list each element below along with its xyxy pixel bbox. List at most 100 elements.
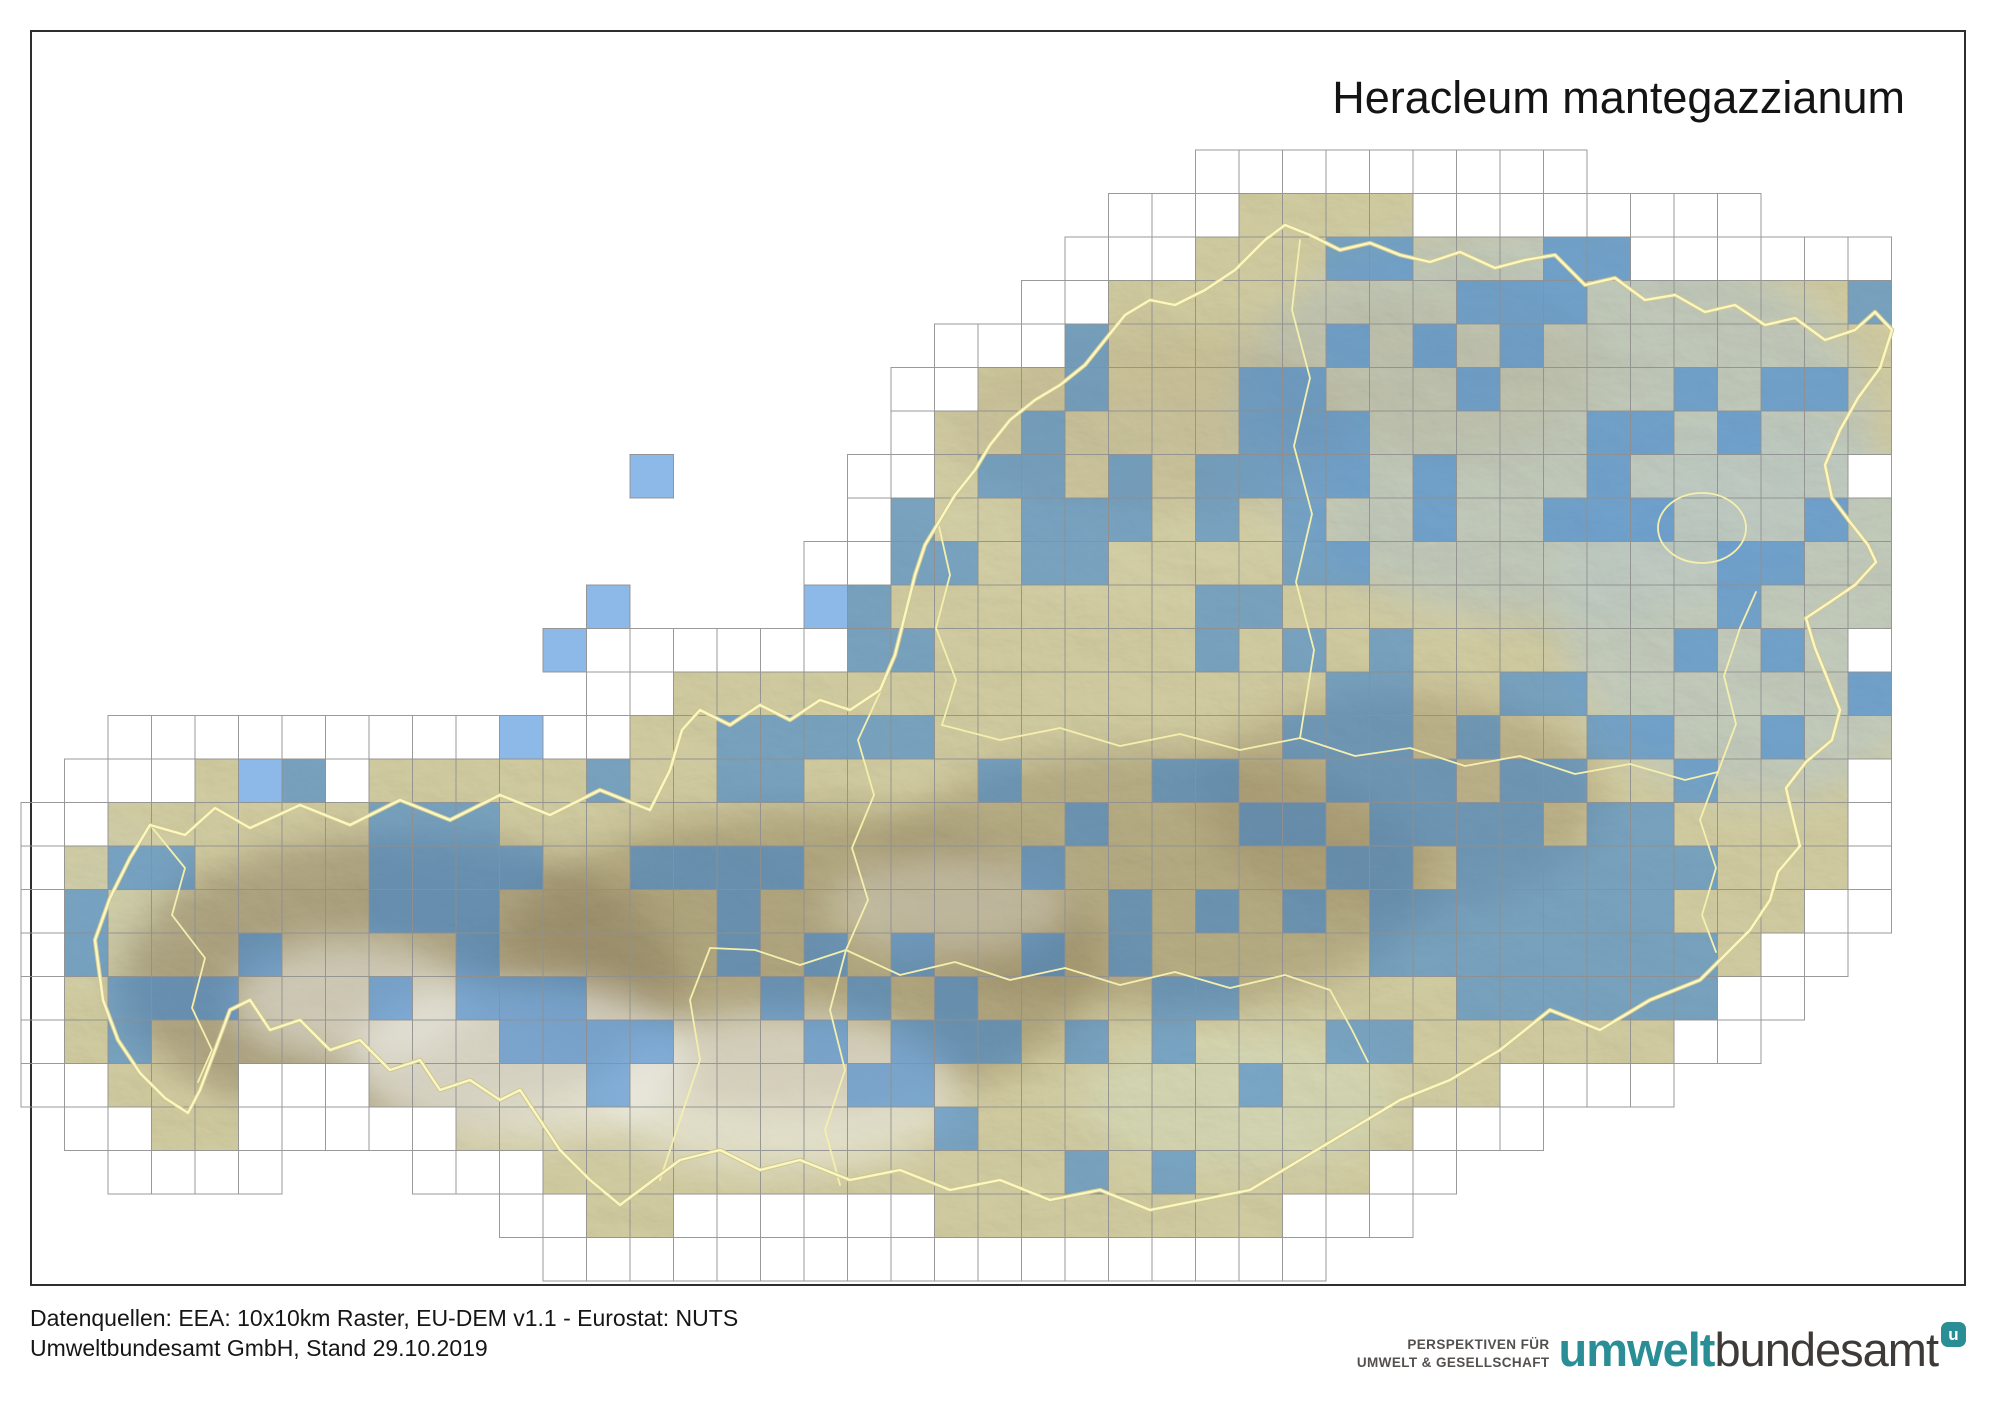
occurrence-cell <box>1195 454 1239 498</box>
occurrence-cell <box>891 498 935 542</box>
occurrence-cell <box>1761 715 1805 759</box>
raster-grid-lines <box>20 149 1892 1282</box>
occurrence-cell <box>1413 889 1457 933</box>
occurrence-cell <box>1804 367 1848 411</box>
occurrence-cell <box>108 976 152 1020</box>
occurrence-cell <box>1500 933 1544 977</box>
occurrence-cell <box>586 585 630 629</box>
caption-line-datasources: Datenquellen: EEA: 10x10km Raster, EU-DE… <box>30 1305 739 1331</box>
occurrence-cell <box>64 933 108 977</box>
occurrence-cell <box>630 1020 674 1064</box>
occurrence-cell <box>499 1020 543 1064</box>
occurrence-cell <box>1674 759 1718 803</box>
occurrence-cell <box>282 759 326 803</box>
occurrence-cell <box>1239 454 1283 498</box>
logo-wordmark: umweltbundesamt <box>1558 1322 1939 1377</box>
occurrence-cell <box>1152 1020 1196 1064</box>
occurrence-cell <box>1500 976 1544 1020</box>
occurrence-cell <box>891 1020 935 1064</box>
logo-tagline-line1: PERSPEKTIVEN FÜR <box>1407 1337 1550 1352</box>
occurrence-cell <box>499 715 543 759</box>
occurrence-cell <box>1195 628 1239 672</box>
occurrence-cell <box>804 715 848 759</box>
occurrence-cell <box>543 976 587 1020</box>
occurrence-cell <box>1630 802 1674 846</box>
occurrence-cell <box>369 976 413 1020</box>
vienna-boundary <box>1657 492 1747 564</box>
caption-line-stand: Umweltbundesamt GmbH, Stand 29.10.2019 <box>30 1335 488 1362</box>
occurrence-cell <box>1456 715 1500 759</box>
occurrence-cell <box>673 846 717 890</box>
occurrence-cell <box>804 585 848 629</box>
occurrence-cell <box>1630 933 1674 977</box>
occurrence-cell <box>1065 1150 1109 1194</box>
occurrence-cell <box>1674 628 1718 672</box>
occurrence-cell <box>1195 889 1239 933</box>
occurrence-cell <box>543 628 587 672</box>
occurrence-cell <box>1413 759 1457 803</box>
occurrence-cell <box>1500 846 1544 890</box>
occurrence-cell <box>1587 237 1631 281</box>
occurrence-cell <box>1456 367 1500 411</box>
occurrence-cell <box>456 889 500 933</box>
occurrence-cell <box>1195 759 1239 803</box>
occurrence-cell <box>1065 802 1109 846</box>
occurrence-cell <box>1674 367 1718 411</box>
occurrence-cell <box>1152 759 1196 803</box>
occurrence-cell <box>1021 411 1065 455</box>
occurrence-cell <box>1543 237 1587 281</box>
occurrence-cell <box>1456 280 1500 324</box>
occurrence-cell <box>934 541 978 585</box>
occurrence-cell <box>1500 324 1544 368</box>
occurrence-cell <box>934 1107 978 1151</box>
occurrence-cell <box>1195 498 1239 542</box>
occurrence-cell <box>1369 889 1413 933</box>
occurrence-cell <box>1543 889 1587 933</box>
occurrence-cell <box>1369 1020 1413 1064</box>
occurrence-cell <box>1152 1150 1196 1194</box>
logo-word-umwelt: umwelt <box>1558 1323 1716 1376</box>
province-borders <box>149 239 1757 1186</box>
species-title: Heracleum mantegazzianum <box>1332 72 1905 123</box>
occurrence-cell <box>1108 498 1152 542</box>
occurrence-cell <box>1587 498 1631 542</box>
occurrence-cell <box>1500 802 1544 846</box>
occurrence-cell <box>1326 846 1370 890</box>
umweltbundesamt-logo: PERSPEKTIVEN FÜR UMWELT & GESELLSCHAFT u… <box>1357 1322 1966 1377</box>
occurrence-cell <box>238 759 282 803</box>
occurrence-cell <box>1369 672 1413 716</box>
occurrence-cell <box>1804 498 1848 542</box>
occurrence-cell <box>717 846 761 890</box>
occurrence-cell <box>1369 759 1413 803</box>
occurrence-cell <box>1239 411 1283 455</box>
occurrence-cell <box>1587 846 1631 890</box>
occurrence-cell <box>1717 585 1761 629</box>
occurrence-cell <box>1369 802 1413 846</box>
occurrence-cell <box>1456 889 1500 933</box>
occurrence-cells <box>64 237 1892 1194</box>
occurrence-cell <box>1413 454 1457 498</box>
occurrence-cell <box>1717 541 1761 585</box>
occurrence-cell <box>1761 628 1805 672</box>
occurrence-cell <box>499 976 543 1020</box>
occurrence-cell <box>456 933 500 977</box>
logo-tagline-line2: UMWELT & GESELLSCHAFT <box>1356 1354 1550 1370</box>
occurrence-cell <box>1065 498 1109 542</box>
occurrence-cell <box>1369 715 1413 759</box>
occurrence-cell <box>891 715 935 759</box>
occurrence-cell <box>847 585 891 629</box>
occurrence-cell <box>1587 411 1631 455</box>
occurrence-cell <box>1369 846 1413 890</box>
occurrence-cell <box>1282 628 1326 672</box>
occurrence-cell <box>586 1063 630 1107</box>
occurrence-cell <box>412 846 456 890</box>
occurrence-cell <box>1282 498 1326 542</box>
occurrence-cell <box>456 976 500 1020</box>
occurrence-cell <box>1543 672 1587 716</box>
occurrence-cell <box>1326 541 1370 585</box>
occurrence-cell <box>369 846 413 890</box>
occurrence-cell <box>1239 585 1283 629</box>
occurrence-cell <box>804 1020 848 1064</box>
occurrence-cell <box>1239 1063 1283 1107</box>
